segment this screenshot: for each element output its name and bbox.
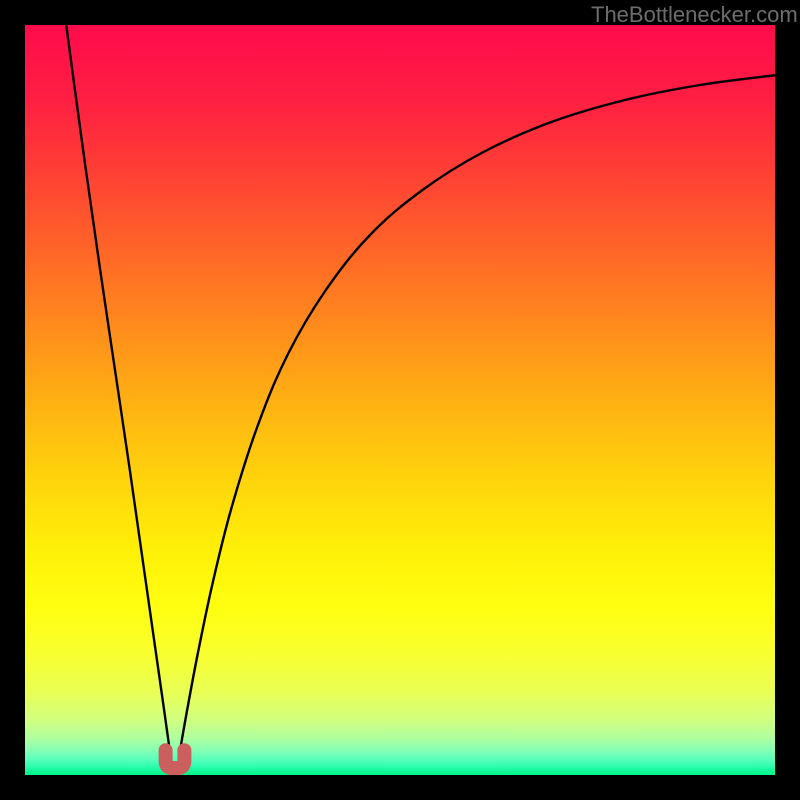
plot-area <box>25 25 775 775</box>
chart-svg <box>25 25 775 775</box>
gradient-background <box>25 25 775 775</box>
watermark-text: TheBottlenecker.com <box>591 2 798 28</box>
